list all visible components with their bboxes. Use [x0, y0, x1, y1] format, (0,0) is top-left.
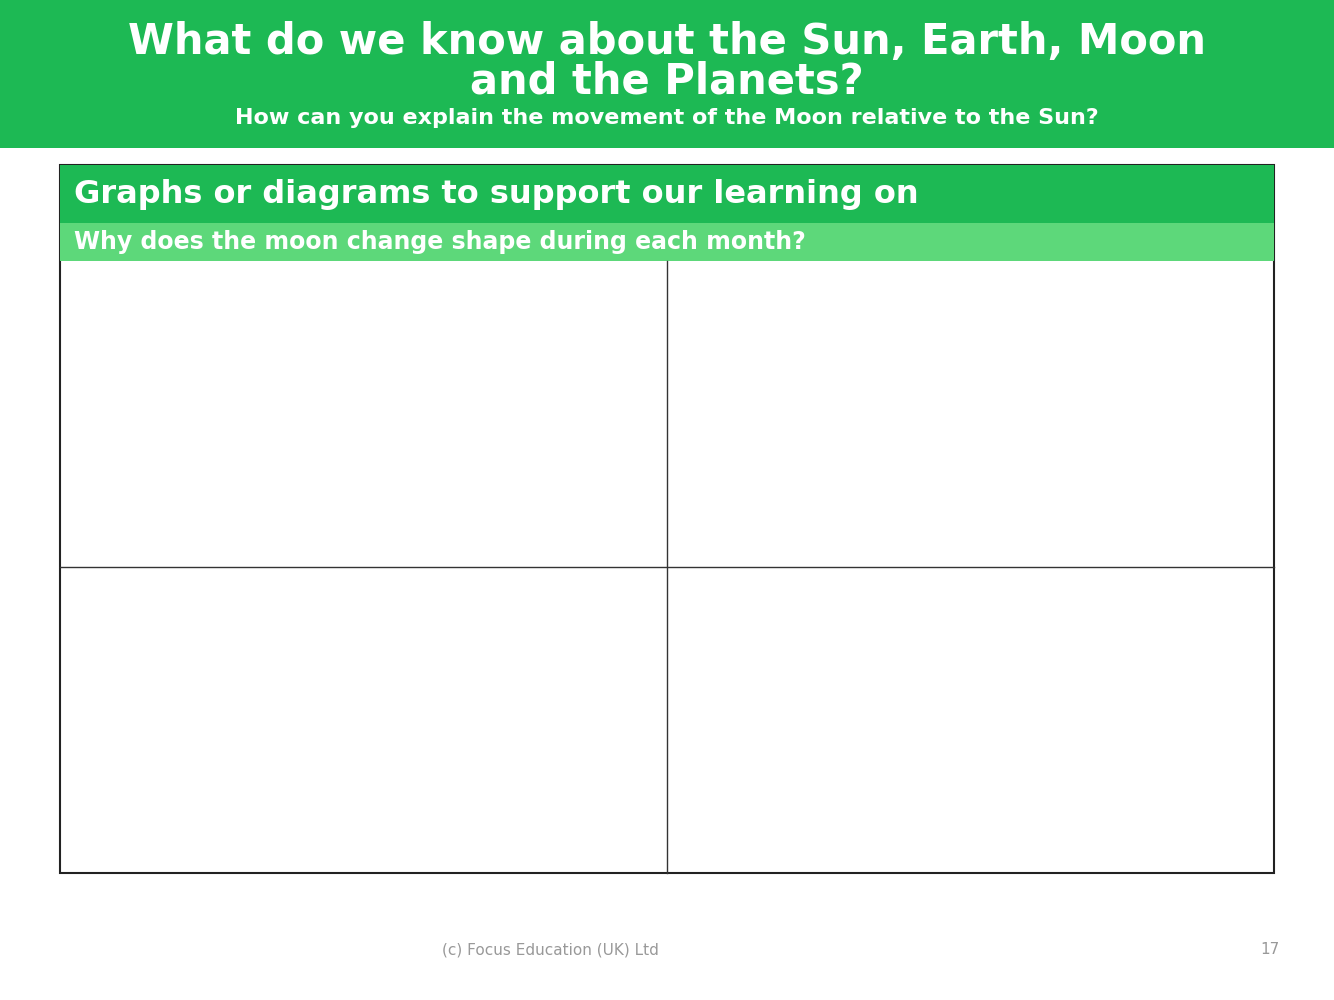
Text: and the Planets?: and the Planets?	[470, 61, 864, 103]
Text: What do we know about the Sun, Earth, Moon: What do we know about the Sun, Earth, Mo…	[128, 21, 1206, 63]
Bar	[0, 0, 1334, 148]
Text: Graphs or diagrams to support our learning on: Graphs or diagrams to support our learni…	[73, 178, 919, 210]
Text: How can you explain the movement of the Moon relative to the Sun?: How can you explain the movement of the …	[235, 108, 1099, 128]
Text: (c) Focus Education (UK) Ltd: (c) Focus Education (UK) Ltd	[442, 942, 659, 958]
Bar	[60, 223, 1274, 261]
Bar	[60, 165, 1274, 223]
Bar	[60, 165, 1274, 873]
Text: 17: 17	[1261, 942, 1279, 958]
Text: Why does the moon change shape during each month?: Why does the moon change shape during ea…	[73, 230, 806, 254]
